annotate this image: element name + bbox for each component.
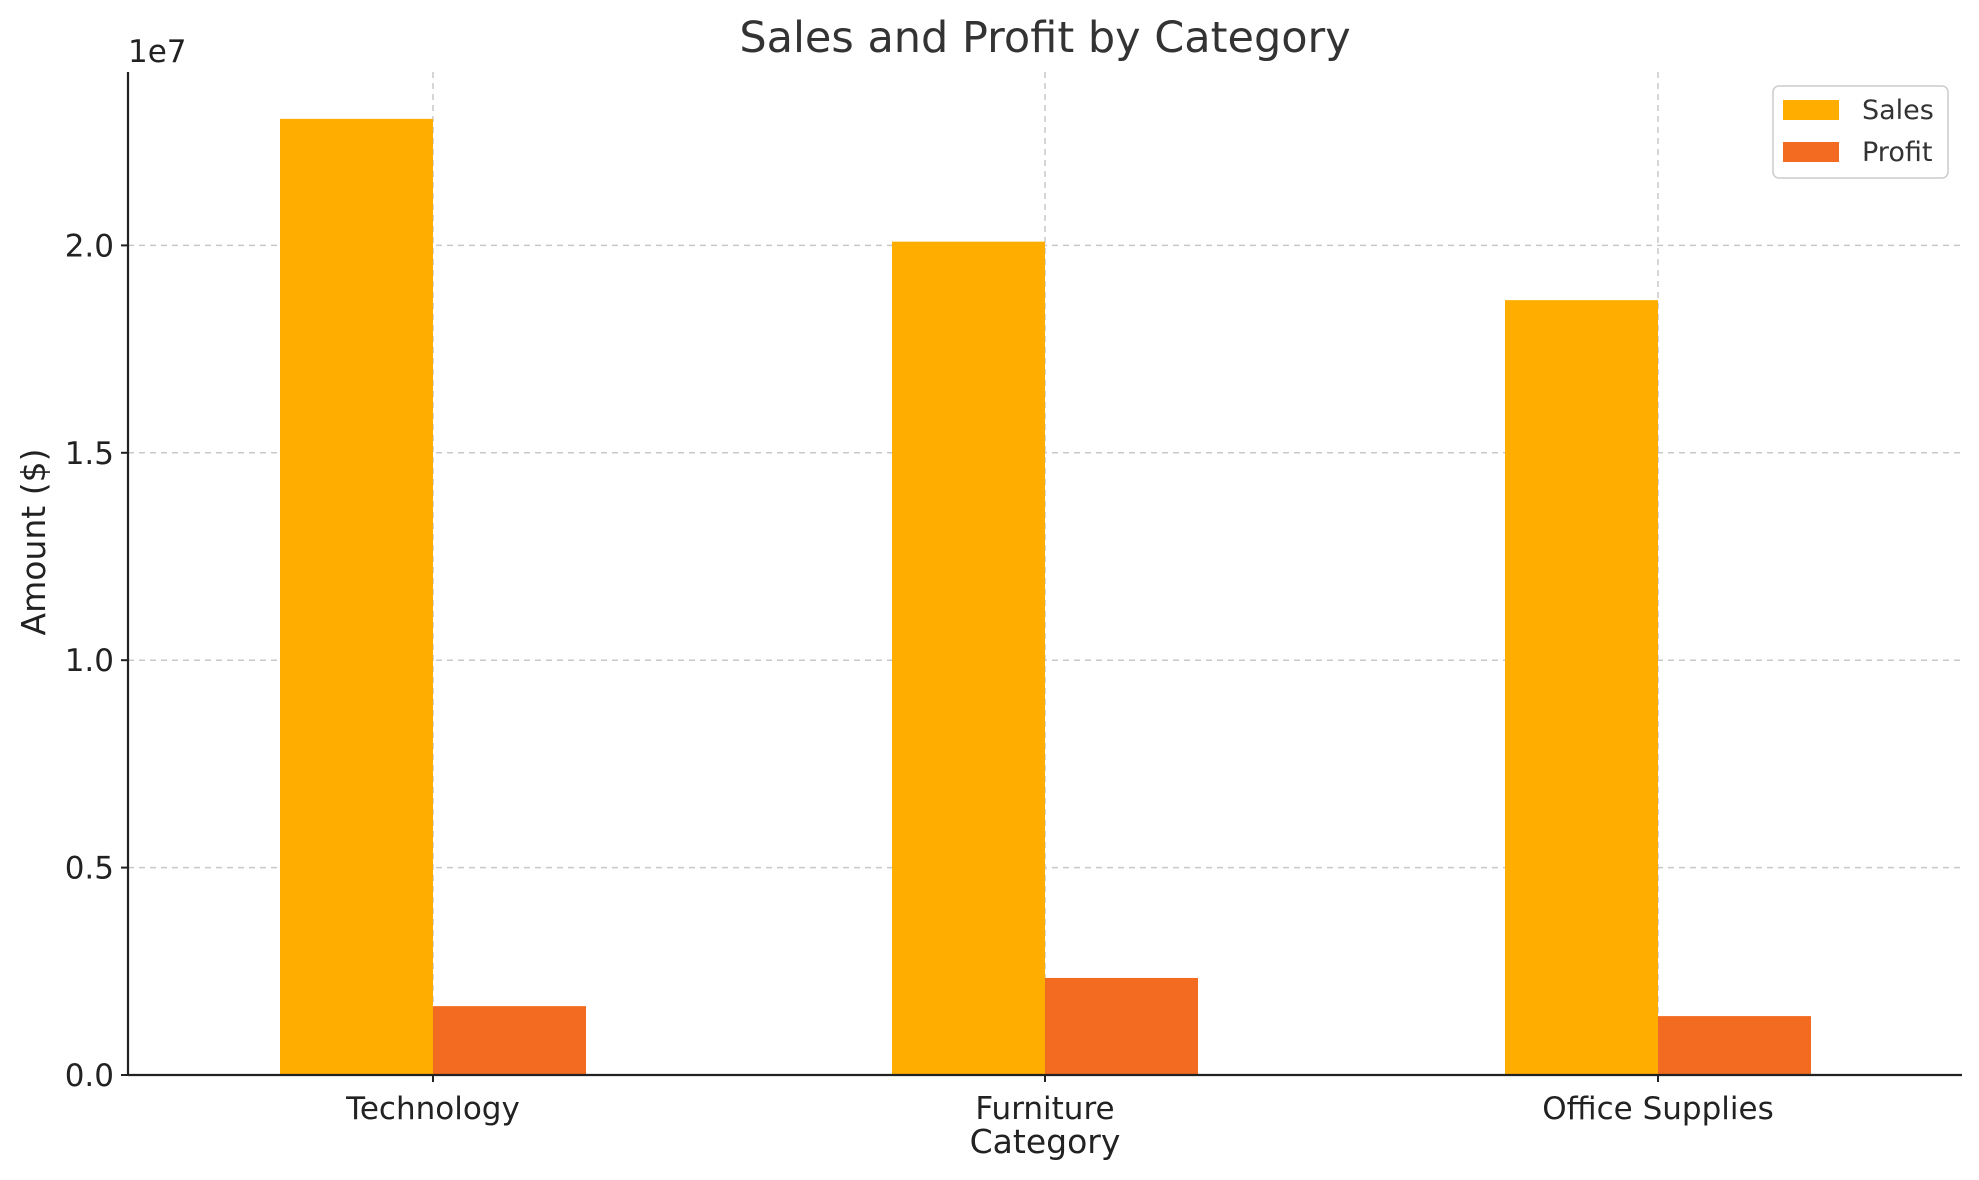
y-axis-offset-label: 1e7 xyxy=(128,34,187,70)
bar-profit-technology xyxy=(433,1006,586,1075)
x-axis-label: Category xyxy=(970,1122,1121,1161)
bar-sales-technology xyxy=(280,118,433,1075)
legend-swatch-sales xyxy=(1783,100,1839,120)
legend-label-sales: Sales xyxy=(1862,95,1934,126)
y-tick-label-2: 1.0 xyxy=(65,643,114,679)
bar-sales-furniture xyxy=(892,241,1045,1075)
y-tick-label-4: 2.0 xyxy=(65,228,114,264)
bars xyxy=(280,118,1811,1076)
y-tick-label-1: 0.5 xyxy=(65,851,114,887)
x-tick-label-2: Office Supplies xyxy=(1542,1091,1773,1127)
y-tick-label-3: 1.5 xyxy=(65,436,114,472)
legend-label-profit: Profit xyxy=(1862,137,1932,168)
legend: Sales Profit xyxy=(1772,85,1949,179)
x-tick-label-0: Technology xyxy=(345,1091,520,1127)
legend-swatch-profit xyxy=(1783,142,1839,162)
x-tick-label-1: Furniture xyxy=(975,1091,1114,1127)
bar-profit-office-supplies xyxy=(1658,1016,1811,1075)
y-tick-label-0: 0.0 xyxy=(65,1058,114,1094)
ticks: 0.0 0.5 1.0 1.5 2.0 Technology Furniture Office… xyxy=(65,228,1774,1127)
y-axis-label: Amount ($) xyxy=(14,449,53,636)
bar-profit-furniture xyxy=(1045,977,1198,1075)
bar-sales-office-supplies xyxy=(1505,300,1658,1076)
chart-title: Sales and Profit by Category xyxy=(739,13,1350,63)
